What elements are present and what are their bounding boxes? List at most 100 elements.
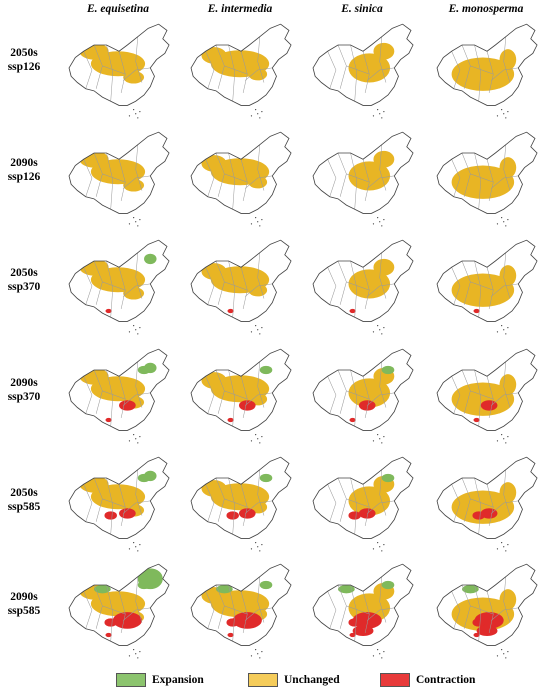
map-cell bbox=[426, 236, 546, 336]
unchanged-area bbox=[373, 150, 395, 168]
unchanged-area bbox=[90, 591, 146, 617]
island-dot bbox=[383, 219, 385, 221]
china-map bbox=[68, 239, 170, 335]
island-dot bbox=[259, 117, 261, 119]
island-dot bbox=[503, 438, 505, 440]
expansion-area bbox=[259, 473, 273, 483]
country-outline bbox=[436, 456, 538, 539]
island-dot bbox=[503, 546, 505, 548]
unchanged-area bbox=[201, 263, 227, 280]
island-dot bbox=[250, 440, 253, 442]
island-dot bbox=[135, 438, 137, 440]
province-borders bbox=[205, 36, 273, 102]
map-cell bbox=[180, 128, 300, 228]
island-dot bbox=[135, 113, 137, 115]
china-map bbox=[190, 131, 292, 227]
island-dot bbox=[250, 655, 253, 657]
island-dot bbox=[503, 221, 505, 223]
province-borders bbox=[451, 144, 519, 210]
island-dot bbox=[139, 651, 141, 653]
distribution-layer bbox=[451, 49, 517, 91]
map-cell bbox=[58, 345, 178, 445]
country-outline bbox=[190, 23, 292, 106]
province-borders bbox=[327, 361, 395, 427]
expansion-area bbox=[381, 473, 395, 483]
country-outline bbox=[312, 23, 414, 106]
island-dot bbox=[137, 117, 139, 119]
island-dot bbox=[372, 115, 375, 117]
island-dot bbox=[383, 111, 385, 113]
row-label-5: 2050s ssp585 bbox=[0, 486, 48, 514]
map-cell bbox=[180, 345, 300, 445]
island-dot bbox=[257, 653, 259, 655]
island-dot bbox=[261, 219, 263, 221]
island-dot bbox=[257, 221, 259, 223]
island-dot bbox=[257, 329, 259, 331]
row-label-3: 2050s ssp370 bbox=[0, 266, 48, 294]
island-dot bbox=[505, 550, 507, 552]
island-dot bbox=[137, 550, 139, 552]
china-map bbox=[312, 131, 414, 227]
distribution-layer bbox=[79, 470, 157, 520]
legend-swatch-contraction bbox=[380, 673, 410, 687]
china-map bbox=[436, 348, 538, 444]
contraction-area bbox=[473, 417, 480, 423]
contraction-area bbox=[348, 618, 361, 627]
map-cell bbox=[58, 560, 178, 660]
country-outline bbox=[68, 348, 170, 431]
unchanged-area bbox=[451, 490, 515, 524]
row-label-6: 2090s ssp585 bbox=[0, 590, 48, 618]
row-label-1: 2050s ssp126 bbox=[0, 46, 48, 74]
province-borders bbox=[205, 576, 273, 642]
island-dot bbox=[259, 225, 261, 227]
island-dot bbox=[261, 327, 263, 329]
island-dot bbox=[257, 438, 259, 440]
row-period: 2050s bbox=[10, 487, 38, 499]
island-dot bbox=[501, 648, 503, 651]
country-outline bbox=[68, 23, 170, 106]
map-cell bbox=[180, 20, 300, 120]
contraction-area bbox=[348, 511, 361, 520]
expansion-area bbox=[381, 580, 395, 590]
country-outline bbox=[312, 348, 414, 431]
map-cell bbox=[58, 128, 178, 228]
contraction-area bbox=[227, 308, 234, 314]
island-dot bbox=[128, 331, 131, 333]
distribution-layer bbox=[79, 568, 163, 638]
island-dot bbox=[381, 550, 383, 552]
contraction-area bbox=[476, 625, 498, 637]
contraction-area bbox=[232, 612, 262, 629]
unchanged-area bbox=[123, 287, 145, 300]
island-dot bbox=[505, 333, 507, 335]
row-period: 2090s bbox=[10, 157, 38, 169]
island-dot bbox=[505, 442, 507, 444]
province-borders bbox=[83, 144, 151, 210]
row-scenario: ssp585 bbox=[7, 605, 41, 617]
island-dot bbox=[505, 657, 507, 659]
distribution-layer bbox=[201, 155, 270, 189]
row-label-4: 2090s ssp370 bbox=[0, 376, 48, 404]
row-period: 2050s bbox=[10, 47, 38, 59]
china-map bbox=[68, 456, 170, 552]
island-dot bbox=[501, 324, 503, 327]
island-dot bbox=[133, 541, 135, 544]
row-period: 2090s bbox=[10, 377, 38, 389]
row-scenario: ssp126 bbox=[7, 61, 41, 73]
country-outline bbox=[68, 239, 170, 322]
province-borders bbox=[451, 252, 519, 318]
china-map bbox=[312, 563, 414, 659]
island-dot bbox=[128, 655, 131, 657]
map-cell bbox=[426, 345, 546, 445]
china-map bbox=[312, 456, 414, 552]
island-dot bbox=[383, 436, 385, 438]
distribution-layer bbox=[348, 365, 395, 423]
country-outline bbox=[436, 23, 538, 106]
country-outline bbox=[312, 131, 414, 214]
island-dot bbox=[133, 324, 135, 327]
country-outline bbox=[436, 239, 538, 322]
island-dot bbox=[503, 653, 505, 655]
column-header-e-monosperma: E. monosperma bbox=[448, 3, 524, 15]
unchanged-area bbox=[90, 267, 146, 293]
island-dot bbox=[139, 436, 141, 438]
unchanged-area bbox=[201, 155, 227, 172]
